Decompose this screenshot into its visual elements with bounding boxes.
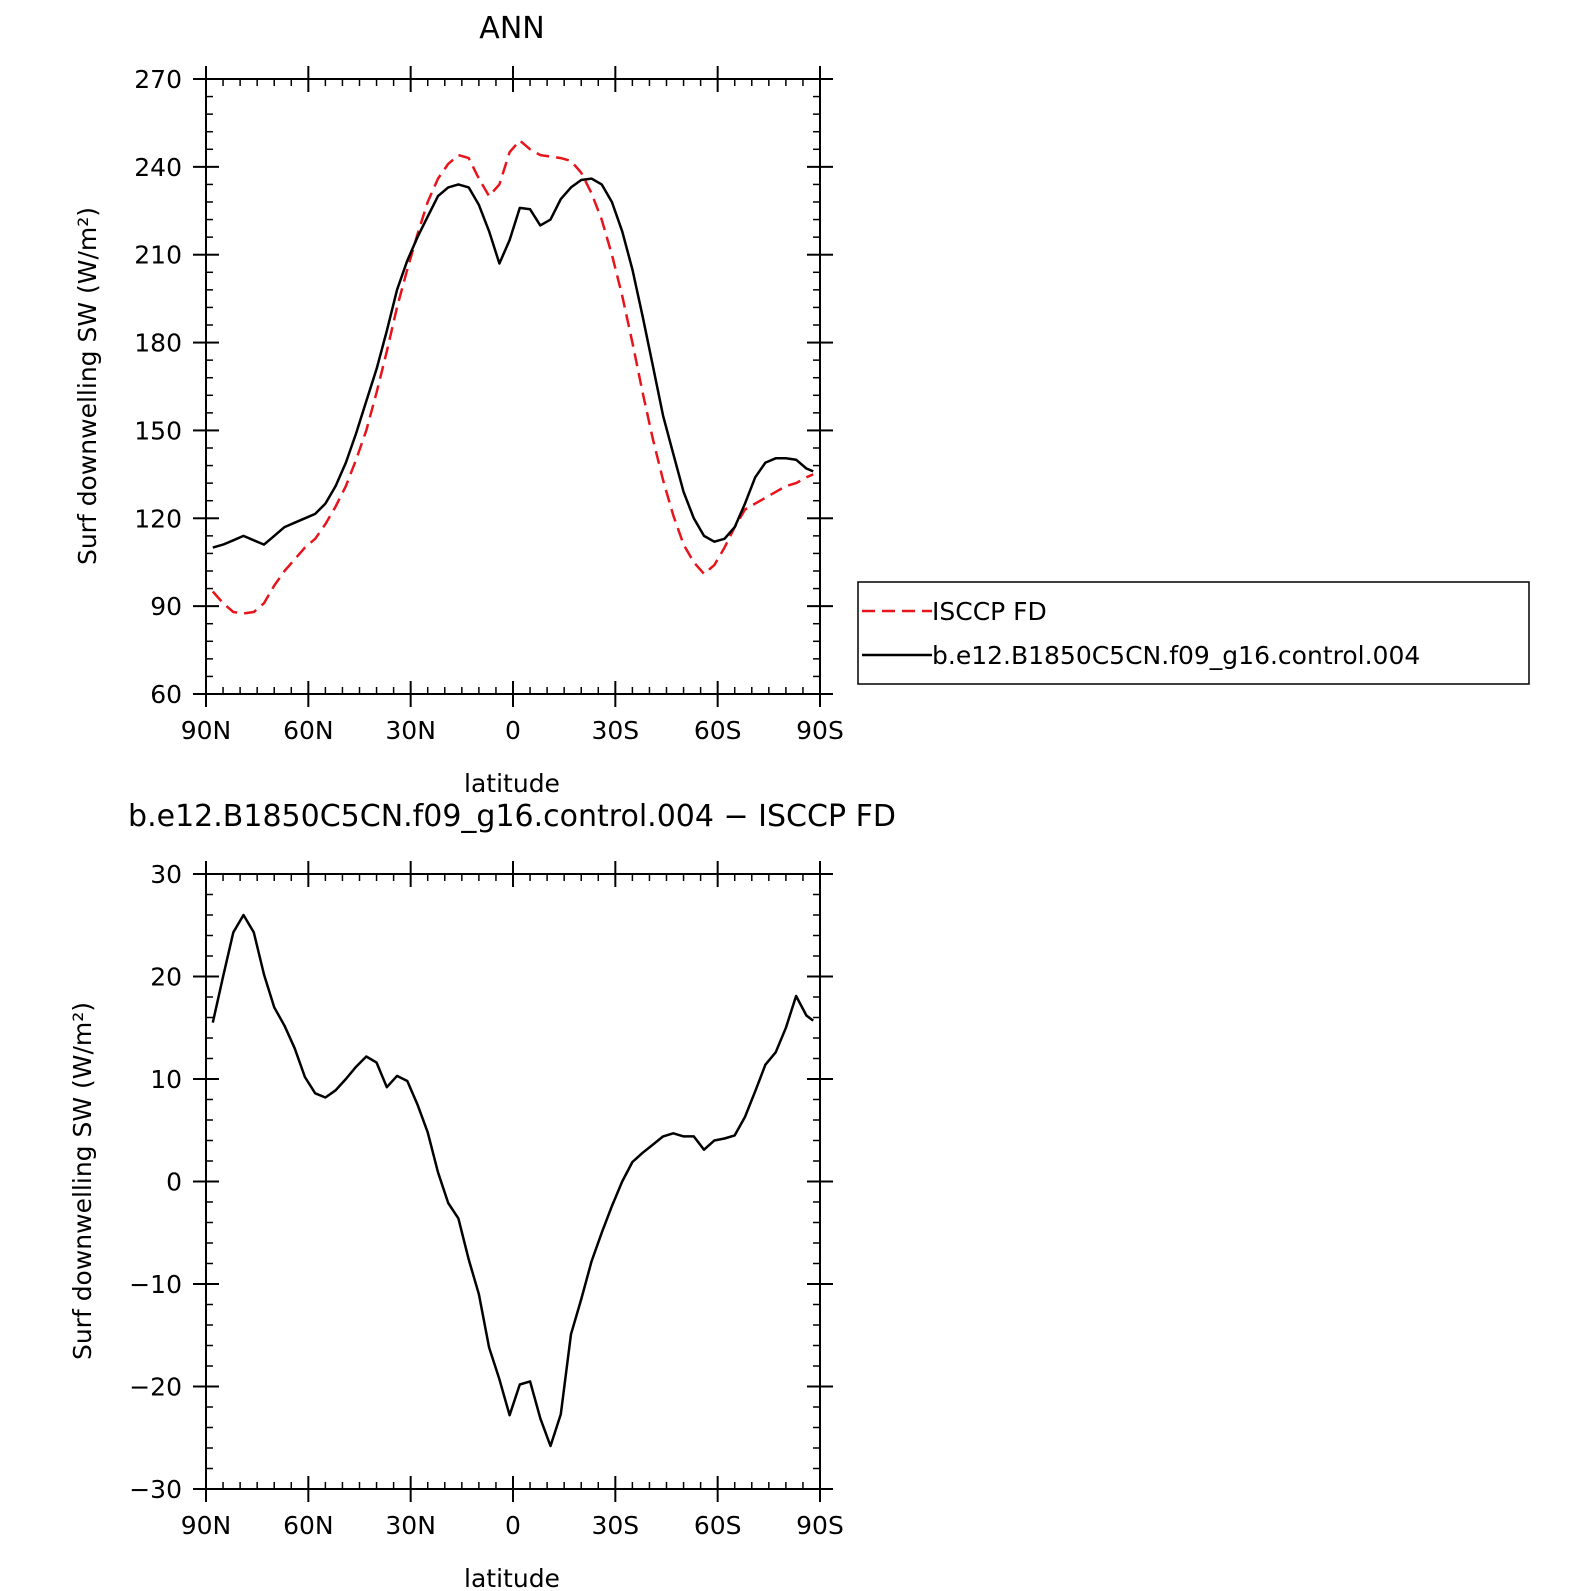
bottom-y-tick-label: 30	[150, 860, 182, 889]
top-plot-frame	[205, 78, 821, 695]
bottom-x-tick-label: 90N	[181, 1511, 232, 1540]
top-y-tick-label: 60	[150, 680, 182, 709]
top-y-tick-label: 90	[150, 592, 182, 621]
bottom-y-tick-label: −30	[129, 1475, 182, 1504]
top-x-tick-label: 60S	[694, 716, 742, 745]
top-y-tick-label: 180	[134, 329, 182, 358]
top-ticks-layer: 90N 60N 30N 0 30S 60S 90S 60 90 120 150 180 210 240 27…	[134, 65, 844, 745]
top-panel: ANN 90N 60N 30N 0 30S 60S 90S 60 90 120 150 180 210 2…	[73, 11, 844, 798]
top-panel-title: ANN	[479, 11, 544, 46]
bottom-y-tick-label: 10	[150, 1065, 182, 1094]
top-series-layer	[211, 139, 814, 615]
bottom-series-line-0	[211, 913, 814, 1448]
top-x-tick-label: 90S	[796, 716, 844, 745]
top-y-tick-label: 240	[134, 153, 182, 182]
bottom-y-axis-title: Surf downwelling SW (W/m²)	[68, 1002, 97, 1360]
legend-label-isccp: ISCCP FD	[932, 597, 1047, 626]
top-x-tick-label: 30S	[591, 716, 639, 745]
top-x-tick-label: 30N	[385, 716, 436, 745]
top-series-line-1	[212, 177, 814, 549]
bottom-x-tick-label: 60N	[283, 1511, 334, 1540]
bottom-x-tick-label: 90S	[796, 1511, 844, 1540]
top-x-tick-label: 0	[505, 716, 521, 745]
legend-label-model: b.e12.B1850C5CN.f09_g16.control.004	[932, 641, 1420, 670]
top-y-tick-label: 270	[134, 65, 182, 94]
legend-frame	[857, 581, 1530, 685]
top-y-tick-label: 150	[134, 416, 182, 445]
bottom-plot-frame	[205, 873, 821, 1490]
bottom-panel: b.e12.B1850C5CN.f09_g16.control.004 − IS…	[68, 799, 896, 1591]
top-x-tick-label: 60N	[283, 716, 334, 745]
bottom-ticks-layer: 90N 60N 30N 0 30S 60S 90S −30 −20 −10 0 10 20 30	[129, 860, 844, 1540]
bottom-panel-title: b.e12.B1850C5CN.f09_g16.control.004 − IS…	[128, 799, 896, 834]
top-y-tick-label: 210	[134, 241, 182, 270]
legend: ISCCP FD b.e12.B1850C5CN.f09_g16.control…	[857, 581, 1530, 685]
bottom-y-tick-label: −10	[129, 1270, 182, 1299]
bottom-x-axis-title: latitude	[464, 1564, 560, 1591]
bottom-x-tick-label: 60S	[694, 1511, 742, 1540]
top-y-axis-title: Surf downwelling SW (W/m²)	[73, 207, 102, 565]
bottom-x-tick-label: 30N	[385, 1511, 436, 1540]
bottom-y-tick-label: 20	[150, 963, 182, 992]
top-y-tick-label: 120	[134, 504, 182, 533]
bottom-series-layer	[211, 913, 814, 1448]
bottom-y-tick-label: −20	[129, 1373, 182, 1402]
bottom-x-tick-label: 0	[505, 1511, 521, 1540]
top-x-tick-label: 90N	[181, 716, 232, 745]
bottom-y-tick-label: 0	[166, 1168, 182, 1197]
top-x-axis-title: latitude	[464, 769, 560, 798]
top-series-line-0	[211, 139, 814, 615]
bottom-x-tick-label: 30S	[591, 1511, 639, 1540]
